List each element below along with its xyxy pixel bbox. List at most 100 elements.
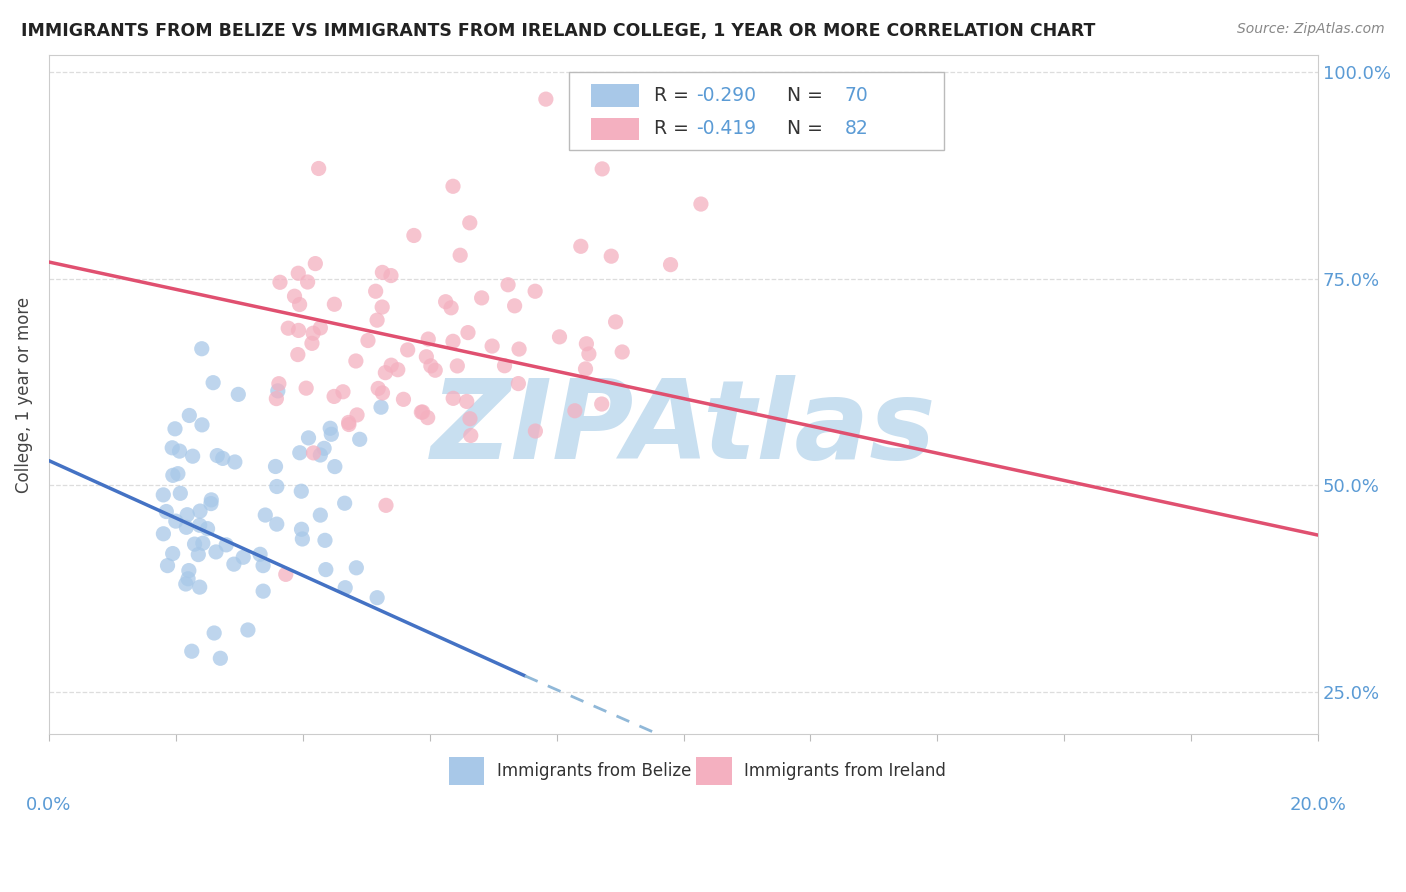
Point bbox=[302, 326, 325, 341]
Point bbox=[155, 504, 177, 518]
Text: 82: 82 bbox=[845, 120, 869, 138]
Point bbox=[412, 405, 434, 419]
Point bbox=[357, 334, 380, 348]
Point bbox=[177, 564, 200, 578]
Point bbox=[152, 488, 174, 502]
Point bbox=[418, 332, 440, 346]
Point bbox=[167, 467, 190, 481]
Point bbox=[591, 161, 613, 176]
Text: -0.290: -0.290 bbox=[696, 86, 756, 105]
Point bbox=[188, 518, 211, 533]
Point bbox=[396, 343, 419, 357]
FancyBboxPatch shape bbox=[696, 757, 731, 785]
Point bbox=[177, 572, 200, 586]
Point bbox=[249, 547, 271, 561]
Point bbox=[659, 258, 682, 272]
Point bbox=[449, 248, 471, 262]
Point bbox=[605, 315, 627, 329]
FancyBboxPatch shape bbox=[569, 72, 943, 150]
Point bbox=[508, 376, 530, 391]
Point bbox=[160, 441, 183, 455]
FancyBboxPatch shape bbox=[449, 757, 484, 785]
Point bbox=[411, 405, 433, 419]
Point bbox=[202, 626, 225, 640]
Point bbox=[380, 358, 402, 372]
Text: N =: N = bbox=[775, 86, 828, 105]
Text: Source: ZipAtlas.com: Source: ZipAtlas.com bbox=[1237, 22, 1385, 37]
Point bbox=[612, 345, 634, 359]
Point bbox=[524, 285, 547, 299]
Point bbox=[188, 580, 211, 594]
Point bbox=[291, 532, 314, 546]
Text: IMMIGRANTS FROM BELIZE VS IMMIGRANTS FROM IRELAND COLLEGE, 1 YEAR OR MORE CORREL: IMMIGRANTS FROM BELIZE VS IMMIGRANTS FRO… bbox=[21, 22, 1095, 40]
Point bbox=[308, 161, 330, 176]
Point bbox=[370, 401, 392, 415]
Point bbox=[441, 334, 464, 349]
Text: Immigrants from Belize: Immigrants from Belize bbox=[496, 762, 692, 780]
Point bbox=[301, 336, 323, 351]
Point bbox=[224, 455, 246, 469]
Point bbox=[319, 421, 342, 435]
Point bbox=[269, 275, 291, 289]
Point bbox=[290, 484, 312, 499]
Point bbox=[215, 538, 238, 552]
Point bbox=[165, 514, 187, 528]
Point bbox=[266, 517, 288, 532]
Text: -0.419: -0.419 bbox=[696, 120, 756, 138]
Point bbox=[207, 449, 229, 463]
Point bbox=[323, 297, 346, 311]
Text: R =: R = bbox=[654, 86, 695, 105]
Point bbox=[323, 389, 346, 403]
Point bbox=[274, 567, 297, 582]
Point bbox=[283, 289, 305, 303]
Point bbox=[371, 385, 394, 400]
Point bbox=[548, 330, 571, 344]
Point bbox=[375, 499, 398, 513]
Point bbox=[200, 497, 222, 511]
Text: ZIPAtlas: ZIPAtlas bbox=[430, 375, 936, 482]
Point bbox=[152, 526, 174, 541]
Point bbox=[304, 257, 326, 271]
Point bbox=[254, 508, 277, 522]
Point bbox=[349, 433, 371, 447]
Point bbox=[183, 537, 205, 551]
Point bbox=[366, 591, 388, 605]
Point bbox=[364, 285, 387, 299]
Point bbox=[380, 268, 402, 283]
Point bbox=[297, 431, 319, 445]
Point bbox=[287, 266, 309, 280]
Point bbox=[191, 342, 214, 356]
Point bbox=[346, 408, 368, 422]
Point bbox=[156, 558, 179, 573]
Point bbox=[564, 403, 586, 417]
Point bbox=[236, 623, 259, 637]
Point bbox=[277, 321, 299, 335]
Point bbox=[441, 179, 464, 194]
Point bbox=[508, 342, 530, 356]
Point bbox=[440, 301, 463, 315]
Y-axis label: College, 1 year or more: College, 1 year or more bbox=[15, 296, 32, 492]
Point bbox=[162, 547, 184, 561]
Point bbox=[297, 275, 319, 289]
Point bbox=[333, 496, 356, 510]
Point bbox=[205, 545, 228, 559]
Point bbox=[471, 291, 494, 305]
Point bbox=[309, 508, 332, 522]
Point bbox=[176, 520, 198, 534]
Point bbox=[187, 548, 209, 562]
Text: R =: R = bbox=[654, 120, 695, 138]
Point bbox=[371, 265, 394, 279]
Point bbox=[415, 350, 437, 364]
Point bbox=[232, 550, 254, 565]
Point bbox=[419, 359, 441, 373]
Point bbox=[295, 381, 318, 395]
Point bbox=[496, 277, 519, 292]
Point bbox=[366, 313, 388, 327]
Point bbox=[344, 561, 367, 575]
Point bbox=[163, 422, 186, 436]
Point bbox=[402, 228, 425, 243]
Point bbox=[494, 359, 516, 373]
Point bbox=[169, 444, 191, 458]
Point bbox=[309, 321, 332, 335]
Point bbox=[288, 297, 311, 311]
